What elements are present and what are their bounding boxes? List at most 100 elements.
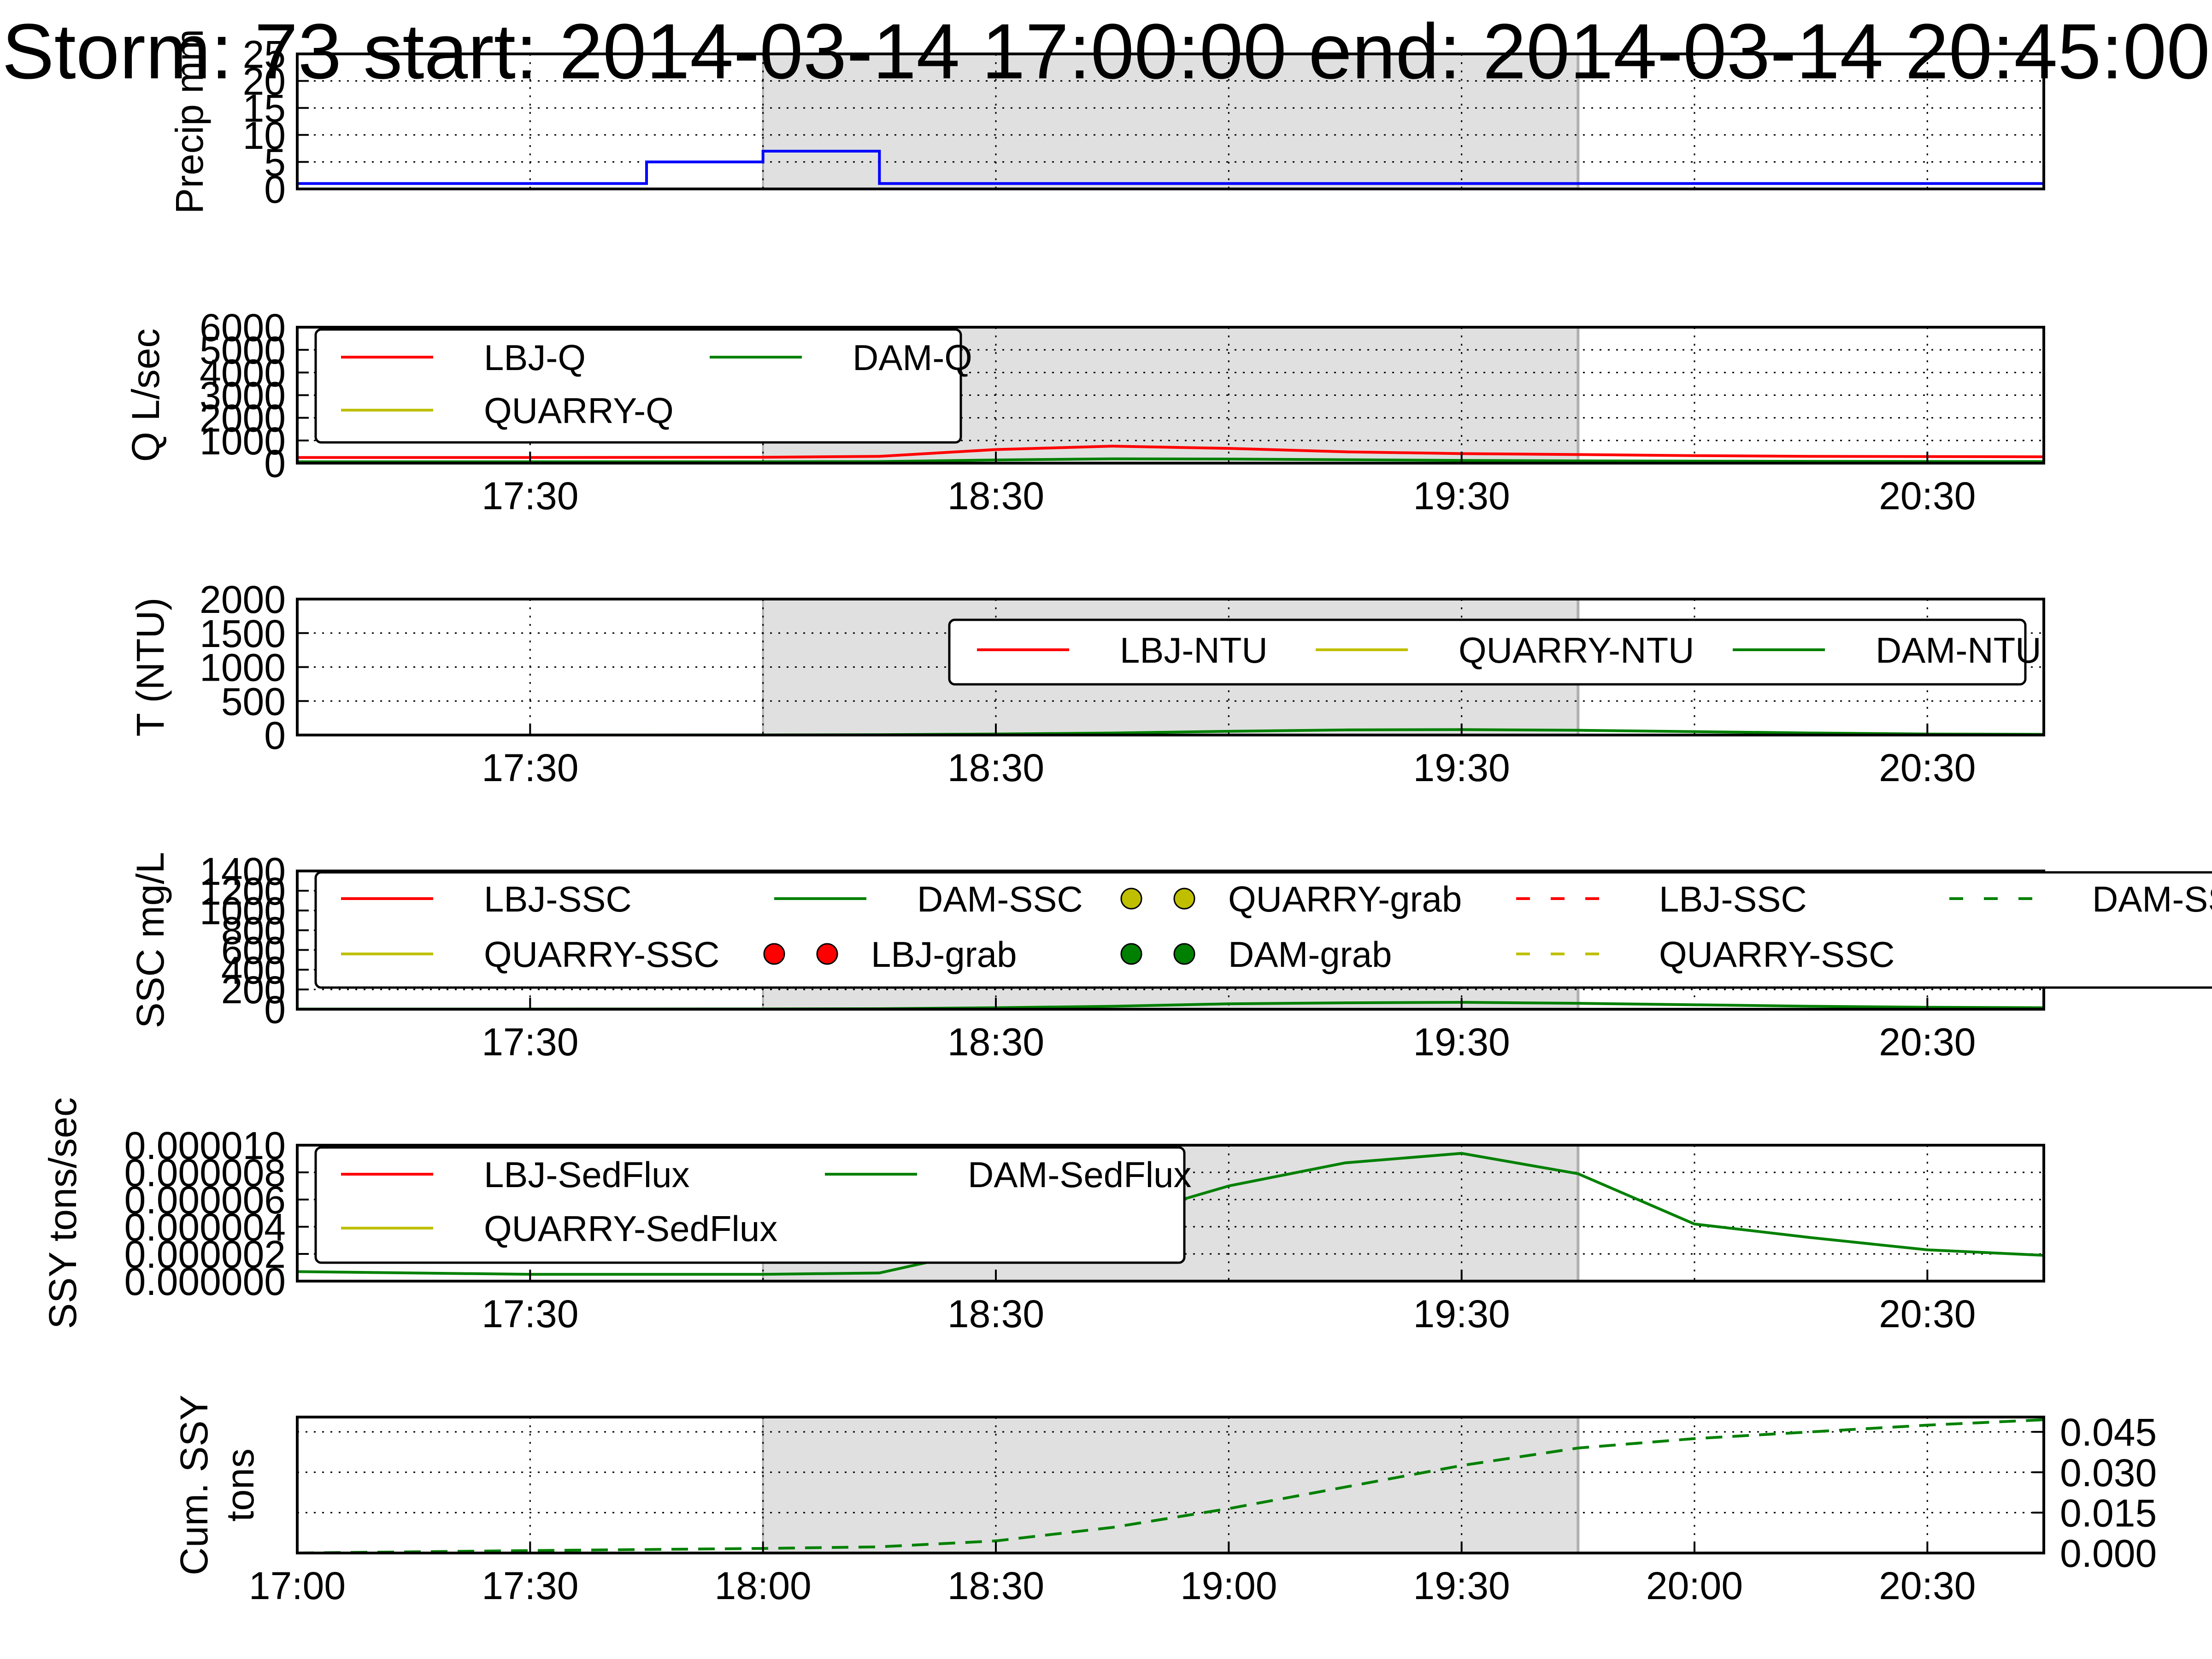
legend-box — [948, 618, 2027, 686]
x-tick-label: 20:30 — [1879, 1020, 1976, 1064]
storm-shade — [763, 54, 1578, 189]
legend-label: LBJ-SedFlux — [484, 1154, 690, 1195]
y-tick-label: 0.030 — [2060, 1451, 2157, 1494]
legend-marker — [763, 943, 785, 965]
y-tick-label: 1000 — [200, 889, 286, 933]
x-tick-label: 19:30 — [1413, 1020, 1510, 1064]
y-tick-label: 0.000010 — [124, 1124, 286, 1167]
x-tick-label: 19:00 — [1180, 1564, 1277, 1607]
y-axis-label: SSC mg/L — [129, 852, 172, 1029]
y-tick-label: 0.000006 — [124, 1178, 286, 1222]
legend-label: DAM-Q — [853, 337, 972, 378]
ssc-legend: LBJ-SSC QUARRY-SSC DAM-SSC LBJ-SSC QUARRY-SS… — [314, 871, 2212, 989]
legend-label: DAM-grab — [1228, 934, 1392, 975]
x-tick-label: 17:30 — [482, 1020, 578, 1064]
y-axis-label: Cum. SSY — [172, 1394, 216, 1575]
x-tick-label: 18:30 — [947, 1292, 1044, 1335]
x-tick-label: 19:30 — [1413, 746, 1510, 789]
legend-label: QUARRY-grab — [1228, 879, 1462, 919]
legend-label: QUARRY-SSC — [484, 934, 720, 975]
series-line-dam-sedflux — [297, 1152, 2044, 1276]
x-tick-label: 20:30 — [1879, 746, 1976, 789]
y-tick-label: 0.000 — [2060, 1532, 2157, 1575]
x-tick-label: 20:00 — [1646, 1564, 1743, 1607]
plot-frame — [296, 53, 2045, 190]
x-tick-label: 17:00 — [249, 1564, 346, 1607]
plot-frame — [296, 1144, 2045, 1282]
legend-label: LBJ-NTU — [1120, 630, 1268, 671]
y-tick-label: 800 — [221, 909, 286, 953]
series-line-lbj-q — [297, 445, 2044, 459]
series-line — [297, 149, 2044, 185]
y-axis-label: Q L/sec — [124, 329, 167, 462]
legend-marker — [1173, 943, 1195, 965]
y-tick-label: 6000 — [200, 306, 286, 349]
y-axis-label-unit: tons — [218, 1448, 262, 1522]
x-tick-label: 20:30 — [1879, 474, 1976, 518]
y-tick-label: 1400 — [200, 850, 286, 893]
y-tick-label: 5 — [264, 141, 286, 184]
y-tick-label: 25 — [243, 33, 286, 76]
x-tick-label: 20:30 — [1879, 1292, 1976, 1335]
y-tick-label: 0.015 — [2060, 1491, 2157, 1535]
y-tick-label: 0 — [264, 442, 286, 485]
legend-label: QUARRY-SedFlux — [484, 1208, 777, 1249]
x-tick-label: 17:30 — [482, 746, 578, 789]
x-tick-label: 17:30 — [482, 1564, 578, 1607]
y-tick-label: 5000 — [200, 329, 286, 372]
x-tick-label: 18:30 — [947, 474, 1044, 518]
y-tick-label: 10 — [243, 114, 286, 157]
y-tick-label: 0 — [264, 714, 286, 757]
x-tick-label: 17:30 — [482, 474, 578, 518]
series-line — [297, 1418, 2044, 1554]
x-tick-label: 18:30 — [947, 746, 1044, 789]
turbidity-legend: LBJ-NTU QUARRY-NTU DAM-NTU — [948, 618, 2041, 686]
legend-box — [314, 871, 2212, 989]
legend-label: DAM-SSC — [917, 879, 1083, 919]
legend-label: LBJ-SSC — [484, 879, 632, 919]
y-tick-label: 3000 — [200, 374, 286, 418]
legend-marker — [1120, 943, 1142, 965]
y-tick-label: 0.000004 — [124, 1206, 286, 1249]
legend-label: LBJ-SSC — [1659, 879, 1807, 919]
legend-label: QUARRY-NTU — [1459, 630, 1694, 671]
y-tick-label: 0.000000 — [124, 1260, 286, 1303]
storm-shade — [763, 1417, 1578, 1553]
x-tick-label: 18:30 — [947, 1020, 1044, 1064]
x-tick-label: 18:30 — [947, 1564, 1044, 1607]
figure-title: Storm: 73 start: 2014-03-14 17:00:00 end… — [2, 8, 2210, 95]
y-tick-label: 0 — [264, 988, 286, 1031]
x-tick-label: 17:30 — [482, 1292, 578, 1335]
y-axis-label: SSY tons/sec — [41, 1097, 84, 1329]
y-tick-label: 0.000008 — [124, 1151, 286, 1194]
y-tick-label: 1200 — [200, 870, 286, 913]
y-tick-label: 0 — [264, 168, 286, 211]
y-axis-label: T (NTU) — [129, 598, 172, 737]
legend-label: LBJ-Q — [484, 337, 586, 378]
y-tick-label: 500 — [221, 680, 286, 723]
plot-frame — [296, 1416, 2045, 1554]
y-tick-label: 0.000002 — [124, 1233, 286, 1276]
y-tick-label: 0.045 — [2060, 1411, 2157, 1454]
legend-label: LBJ-grab — [871, 934, 1017, 975]
legend-marker — [1173, 888, 1195, 910]
legend-marker — [1120, 888, 1142, 910]
y-tick-label: 400 — [221, 948, 286, 992]
legend-marker — [816, 943, 838, 965]
legend-label: QUARRY-Q — [484, 390, 674, 431]
legend-label: DAM-NTU — [1876, 630, 2041, 671]
x-tick-label: 20:30 — [1879, 1564, 1976, 1607]
series-line-dam-q — [297, 457, 2044, 464]
discharge-legend: LBJ-Q QUARRY-Q DAM-Q — [314, 328, 972, 444]
x-tick-label: 19:30 — [1413, 1292, 1510, 1335]
y-tick-label: 2000 — [200, 397, 286, 440]
y-tick-label: 1000 — [200, 646, 286, 689]
sedflux-legend: LBJ-SedFlux QUARRY-SedFlux DAM-SedFlux — [314, 1146, 1191, 1264]
y-tick-label: 2000 — [200, 578, 286, 621]
x-tick-label: 19:30 — [1413, 474, 1510, 518]
